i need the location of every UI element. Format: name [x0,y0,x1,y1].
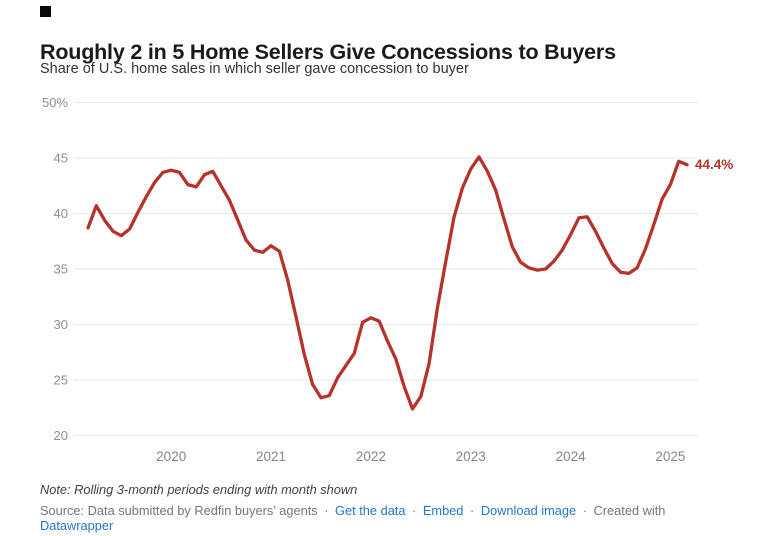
separator: · [324,503,329,518]
y-axis-label: 25 [54,373,68,388]
y-axis-label: 35 [54,262,68,277]
y-axis-label: 40 [54,206,68,221]
x-axis-label: 2020 [156,449,186,464]
chart-note: Note: Rolling 3-month periods ending wit… [40,482,358,497]
corner-mark [40,6,51,17]
data-line [86,155,689,411]
page-subtitle: Share of U.S. home sales in which seller… [40,61,469,77]
y-axis-label: 20 [54,428,68,443]
x-axis-label: 2024 [556,449,587,464]
y-axis-label: 45 [54,151,68,166]
separator: · [469,503,475,518]
chart-source-line: Source: Data submitted by Redfin buyers’… [40,503,740,533]
page-title: Roughly 2 in 5 Home Sellers Give Concess… [40,40,616,65]
x-axis-label: 2022 [356,449,386,464]
y-axis-label: 50% [42,95,68,110]
separator: · [582,503,587,518]
separator: · [412,503,417,518]
created-with-text: Created with [593,503,666,518]
x-axis-label: 2025 [655,449,685,464]
y-axis-label: 30 [54,317,68,332]
datawrapper-link[interactable]: Datawrapper [40,518,114,533]
embed-link[interactable]: Embed [422,503,464,518]
source-text: Source: Data submitted by Redfin buyers’… [40,503,318,518]
end-value-label: 44.4% [695,157,733,172]
x-axis-label: 2023 [456,449,486,464]
download-image-link[interactable]: Download image [480,503,577,518]
x-axis-label: 2021 [256,449,286,464]
get-the-data-link[interactable]: Get the data [335,503,406,518]
